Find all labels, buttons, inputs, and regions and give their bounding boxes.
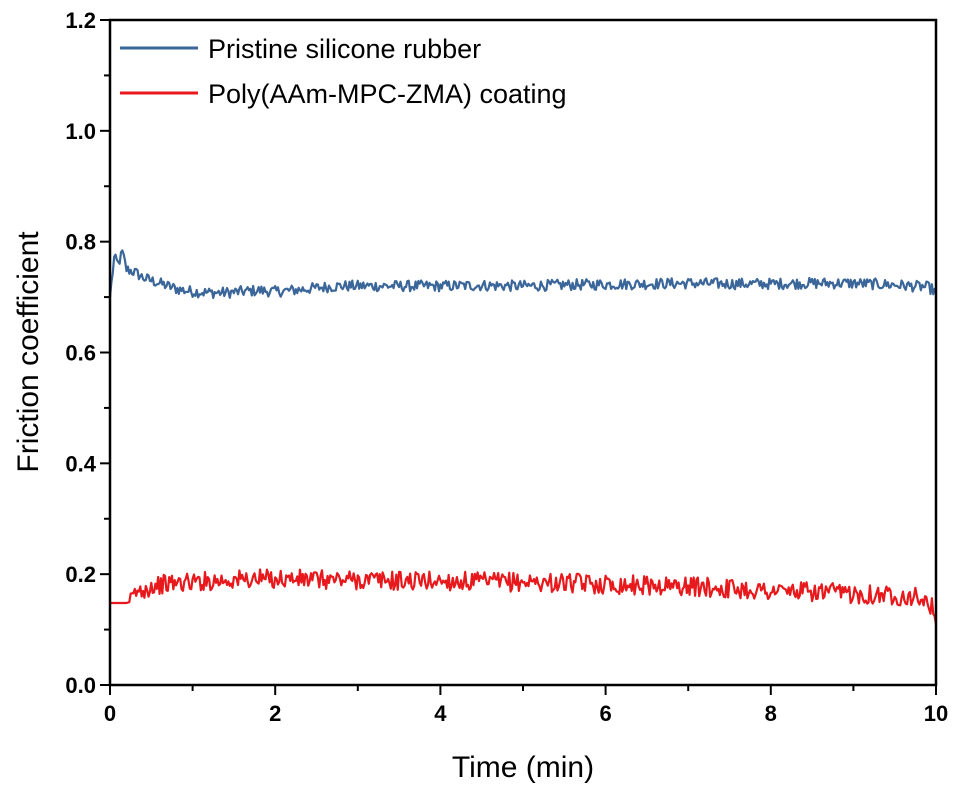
y-tick-label: 0.0 xyxy=(65,673,96,698)
y-tick-label: 1.2 xyxy=(65,8,96,33)
y-tick-label: 1.0 xyxy=(65,119,96,144)
legend-label: Poly(AAm-MPC-ZMA) coating xyxy=(208,79,567,109)
tick-labels: 0 2 4 6 8 10 0.0 0.2 0.4 0.6 0.8 1.0 1.2 xyxy=(65,8,948,726)
x-tick-label: 0 xyxy=(104,701,116,726)
x-axis-title: Time (min) xyxy=(452,751,594,784)
y-tick-label: 0.8 xyxy=(65,230,96,255)
y-tick-label: 0.2 xyxy=(65,562,96,587)
x-tick-label: 6 xyxy=(599,701,611,726)
x-tick-label: 4 xyxy=(434,701,447,726)
x-tick-label: 10 xyxy=(924,701,948,726)
y-tick-label: 0.4 xyxy=(65,451,96,476)
series-line-2 xyxy=(110,568,938,625)
legend-label: Pristine silicone rubber xyxy=(208,34,481,64)
legend: Pristine silicone rubber Poly(AAm-MPC-ZMA… xyxy=(120,34,567,109)
x-tick-label: 8 xyxy=(765,701,777,726)
plot-lines xyxy=(108,249,938,625)
y-tick-label: 0.6 xyxy=(65,341,96,366)
y-axis-title: Friction coefficient xyxy=(12,231,45,473)
series-line-1 xyxy=(108,249,937,300)
axis-ticks xyxy=(100,19,937,695)
x-tick-label: 2 xyxy=(269,701,281,726)
